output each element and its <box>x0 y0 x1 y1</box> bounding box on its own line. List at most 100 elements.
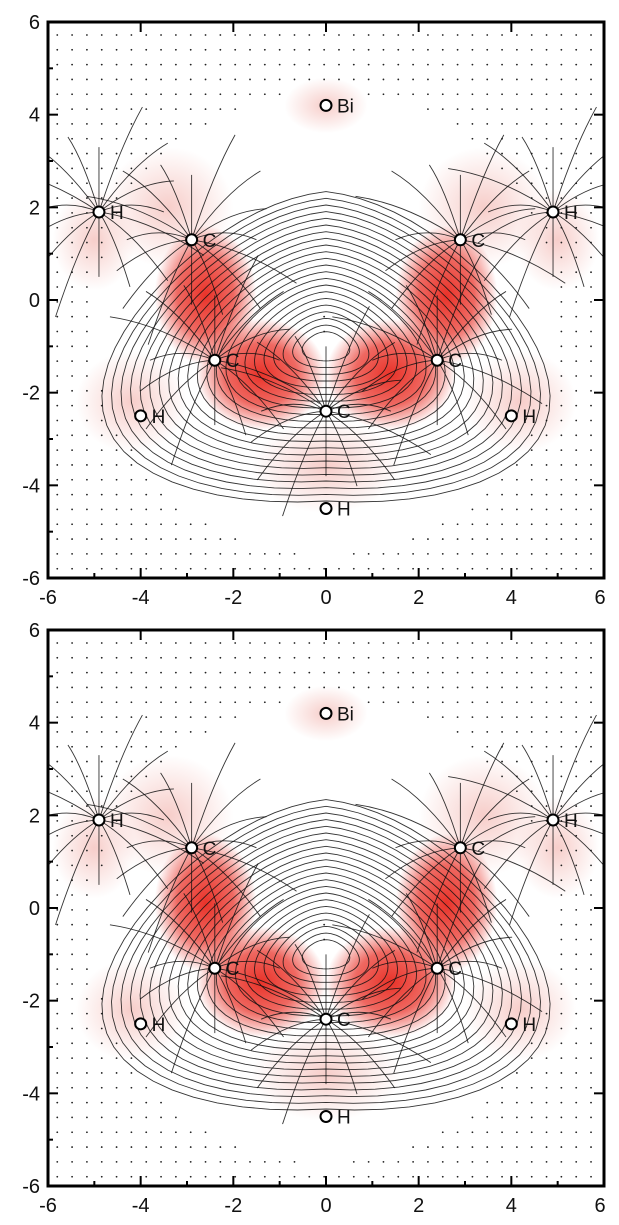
atom-label: H <box>110 811 124 832</box>
x-tick-label: 2 <box>413 1195 424 1217</box>
atom-c: C <box>430 351 462 372</box>
y-tick-label: 0 <box>29 290 40 312</box>
vector-field-dots <box>56 642 592 1178</box>
plot-area <box>48 22 604 578</box>
atom-label: H <box>337 500 351 521</box>
vector-field-dots <box>56 34 592 570</box>
strong-density-lobe <box>196 926 326 1038</box>
atom-c: C <box>208 959 240 980</box>
x-tick-label: -4 <box>132 587 150 609</box>
panel-bottom: -6-6 -4 -4 -2 -2 0 0 2 2 4 4 6 6 Bi H C C H C C H C H H <box>22 620 605 1217</box>
plot-area <box>48 630 604 1186</box>
atom-marker <box>208 353 222 367</box>
x-tick-label: -2 <box>224 1195 242 1217</box>
atom-label: H <box>337 1108 351 1129</box>
atom-marker <box>504 1017 518 1031</box>
atom-bi: Bi <box>319 704 354 725</box>
x-tick-label: 6 <box>594 1195 605 1217</box>
atom-c: C <box>453 231 485 252</box>
atom-h: H <box>546 203 578 224</box>
atom-bi: Bi <box>319 96 354 117</box>
x-tick-label: 4 <box>506 1195 517 1217</box>
atom-label: Bi <box>337 704 354 725</box>
atom-marker <box>92 205 106 219</box>
atom-label: H <box>522 1015 536 1036</box>
atom-label: H <box>152 1015 166 1036</box>
y-tick-label: 4 <box>29 713 40 735</box>
atom-label: C <box>203 839 217 860</box>
atom-label: H <box>522 407 536 428</box>
atom-marker <box>430 961 444 975</box>
atom-marker <box>185 841 199 855</box>
y-tick-label: -2 <box>22 991 40 1013</box>
x-tick-label: 2 <box>413 587 424 609</box>
y-tick-label: -6 <box>22 1176 40 1198</box>
atom-h: H <box>504 407 536 428</box>
y-tick-label: 6 <box>29 12 40 34</box>
weak-density-region <box>515 796 600 899</box>
atom-label: Bi <box>337 96 354 117</box>
y-tick-label: 6 <box>29 620 40 642</box>
atom-marker <box>430 353 444 367</box>
y-tick-label: 2 <box>29 197 40 219</box>
x-tick-label: -2 <box>224 587 242 609</box>
y-tick-label: 0 <box>29 898 40 920</box>
atom-h: H <box>319 1108 351 1129</box>
atom-marker <box>319 502 333 515</box>
atom-marker <box>319 1012 333 1026</box>
atom-c: C <box>430 959 462 980</box>
atom-label: C <box>337 1010 351 1031</box>
atom-label: C <box>337 402 351 423</box>
atom-label: H <box>110 203 124 224</box>
atom-marker <box>134 409 148 423</box>
x-tick-label: -6 <box>39 587 57 609</box>
atom-label: C <box>471 231 485 252</box>
atom-label: H <box>564 203 578 224</box>
atom-marker <box>546 205 560 219</box>
y-tick-label: -2 <box>22 383 40 405</box>
y-tick-label: 4 <box>29 105 40 127</box>
atom-h: H <box>134 1015 166 1036</box>
y-tick-label: -6 <box>22 568 40 590</box>
atom-c: C <box>319 1010 351 1031</box>
atom-h: H <box>504 1015 536 1036</box>
weak-density-region <box>52 796 137 899</box>
atom-c: C <box>185 839 217 860</box>
x-tick-label: -6 <box>39 1195 57 1217</box>
atom-label: H <box>152 407 166 428</box>
atom-c: C <box>319 402 351 423</box>
atom-label: C <box>226 959 240 980</box>
atom-label: H <box>564 811 578 832</box>
weak-density-region <box>52 188 137 291</box>
x-tick-label: 0 <box>320 1195 331 1217</box>
x-tick-label: 0 <box>320 587 331 609</box>
atom-h: H <box>319 500 351 521</box>
atom-label: C <box>448 959 462 980</box>
atom-marker <box>453 841 467 855</box>
atom-marker <box>319 98 333 112</box>
atom-marker <box>319 706 333 720</box>
atom-c: C <box>453 839 485 860</box>
atom-label: C <box>203 231 217 252</box>
atom-h: H <box>546 811 578 832</box>
y-tick-label: -4 <box>22 1083 40 1105</box>
x-tick-label: 6 <box>594 587 605 609</box>
atom-marker <box>134 1017 148 1031</box>
y-tick-label: 2 <box>29 805 40 827</box>
y-tick-label: -4 <box>22 475 40 497</box>
atom-c: C <box>208 351 240 372</box>
atom-marker <box>504 409 518 423</box>
atom-label: C <box>471 839 485 860</box>
panel-top: -6-6 -4 -4 -2 -2 0 0 2 2 4 4 6 6 Bi H C C H C C H C H H <box>22 12 605 609</box>
atom-h: H <box>134 407 166 428</box>
atom-marker <box>92 813 106 827</box>
atom-marker <box>185 233 199 247</box>
strong-density-lobe <box>196 318 326 430</box>
atom-h: H <box>92 203 124 224</box>
atom-label: C <box>226 351 240 372</box>
atom-marker <box>319 404 333 418</box>
x-tick-label: -4 <box>132 1195 150 1217</box>
atom-label: C <box>448 351 462 372</box>
atom-marker <box>546 813 560 827</box>
